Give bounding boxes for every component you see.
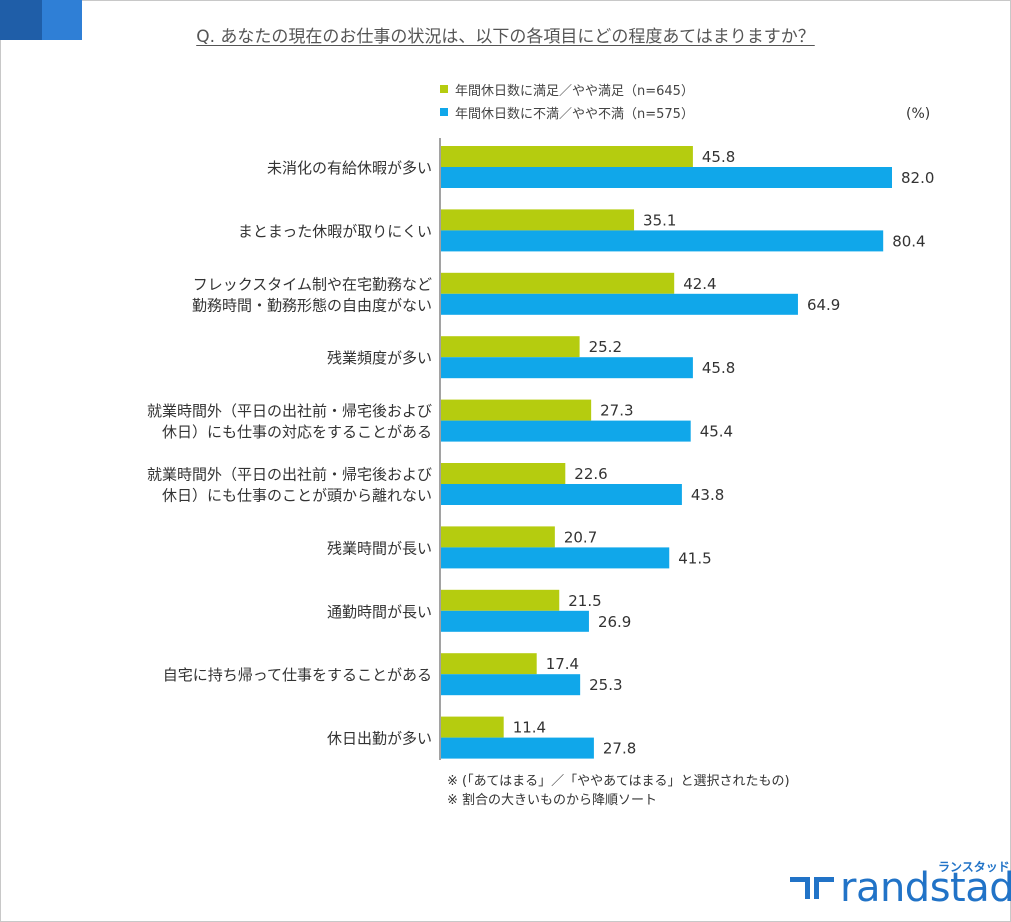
bar-unsatisfied xyxy=(441,547,670,569)
category-label: 就業時間外（平日の出社前・帰宅後および xyxy=(147,466,432,484)
bar-unsatisfied xyxy=(441,230,884,252)
footnotes: ※ (「あてはまる」／「ややあてはまる」と選択されたもの) ※ 割合の大きいもの… xyxy=(447,772,790,810)
legend-label-satisfied: 年間休日数に満足／やや満足（n=645） xyxy=(455,83,694,99)
value-label-satisfied: 25.2 xyxy=(589,338,622,356)
category-label: 勤務時間・勤務形態の自由度がない xyxy=(192,296,432,314)
category-label: 就業時間外（平日の出社前・帰宅後および xyxy=(147,402,432,420)
brand-name: randstad xyxy=(840,865,1011,911)
value-label-unsatisfied: 64.9 xyxy=(807,296,840,314)
category-label: 残業時間が長い xyxy=(327,539,432,557)
bar-unsatisfied xyxy=(441,737,594,759)
value-label-satisfied: 22.6 xyxy=(574,465,607,483)
value-label-satisfied: 17.4 xyxy=(546,655,579,673)
footnote-2: ※ 割合の大きいものから降順ソート xyxy=(447,793,658,808)
value-label-satisfied: 42.4 xyxy=(683,275,716,293)
bar-satisfied xyxy=(441,336,580,358)
category-label: 通勤時間が長い xyxy=(327,603,432,621)
value-label-satisfied: 27.3 xyxy=(600,402,633,420)
footnote-1: ※ (「あてはまる」／「ややあてはまる」と選択されたもの) xyxy=(447,774,790,789)
category-label: まとまった休暇が取りにくい xyxy=(238,222,432,240)
legend-swatch-satisfied xyxy=(440,85,448,93)
value-label-unsatisfied: 43.8 xyxy=(691,486,724,504)
bar-unsatisfied xyxy=(441,420,691,442)
brand-logo: randstad xyxy=(790,868,1011,908)
value-label-unsatisfied: 45.4 xyxy=(700,423,733,441)
bar-satisfied xyxy=(441,589,560,611)
category-label: 残業頻度が多い xyxy=(327,349,432,367)
bar-unsatisfied xyxy=(441,484,682,505)
value-label-unsatisfied: 41.5 xyxy=(678,549,711,567)
bar-satisfied xyxy=(441,209,635,231)
corner-accent-dark xyxy=(0,0,42,40)
value-label-satisfied: 21.5 xyxy=(568,592,601,610)
value-label-unsatisfied: 80.4 xyxy=(892,232,925,250)
bar-satisfied xyxy=(441,463,566,484)
value-label-unsatisfied: 26.9 xyxy=(598,613,631,631)
bar-unsatisfied xyxy=(441,293,798,315)
unit-label: (%) xyxy=(906,106,931,122)
bar-satisfied xyxy=(441,526,555,548)
legend-label-unsatisfied: 年間休日数に不満／やや不満（n=575） xyxy=(455,106,694,122)
legend-swatch-unsatisfied xyxy=(440,108,448,116)
value-label-unsatisfied: 27.8 xyxy=(603,740,636,758)
value-label-unsatisfied: 25.3 xyxy=(589,676,622,694)
brand-kana: ランスタッド xyxy=(938,860,1010,874)
category-label: 休日出勤が多い xyxy=(327,730,432,748)
category-label: 休日）にも仕事の対応をすることがある xyxy=(162,423,432,441)
question-title: Q. あなたの現在のお仕事の状況は、以下の各項目にどの程度あてはまりますか？ xyxy=(196,27,815,47)
corner-accent-light xyxy=(42,0,82,40)
value-label-satisfied: 35.1 xyxy=(643,211,676,229)
bar-unsatisfied xyxy=(441,167,892,188)
legend: 年間休日数に満足／やや満足（n=645） 年間休日数に不満／やや不満（n=575… xyxy=(440,79,694,125)
value-label-satisfied: 11.4 xyxy=(513,719,546,737)
value-label-satisfied: 45.8 xyxy=(702,148,735,166)
bar-satisfied xyxy=(441,272,675,294)
category-label: 自宅に持ち帰って仕事をすることがある xyxy=(163,666,432,684)
value-label-satisfied: 20.7 xyxy=(564,528,597,546)
value-label-unsatisfied: 82.0 xyxy=(901,169,934,187)
category-label: 未消化の有給休暇が多い xyxy=(267,159,432,177)
bar-unsatisfied xyxy=(441,357,693,379)
legend-item-unsatisfied: 年間休日数に不満／やや不満（n=575） xyxy=(440,102,694,122)
randstad-logo-icon xyxy=(790,877,834,899)
legend-item-satisfied: 年間休日数に満足／やや満足（n=645） xyxy=(440,79,694,99)
bar-satisfied xyxy=(441,716,504,738)
category-label: 休日）にも仕事のことが頭から離れない xyxy=(162,487,432,505)
category-label: フレックスタイム制や在宅勤務など xyxy=(193,275,432,293)
bar-satisfied xyxy=(441,653,537,675)
bar-satisfied xyxy=(441,399,592,421)
bar-unsatisfied xyxy=(441,674,581,696)
bar-satisfied xyxy=(441,146,693,167)
value-label-unsatisfied: 45.8 xyxy=(702,359,735,377)
bar-unsatisfied xyxy=(441,610,589,632)
